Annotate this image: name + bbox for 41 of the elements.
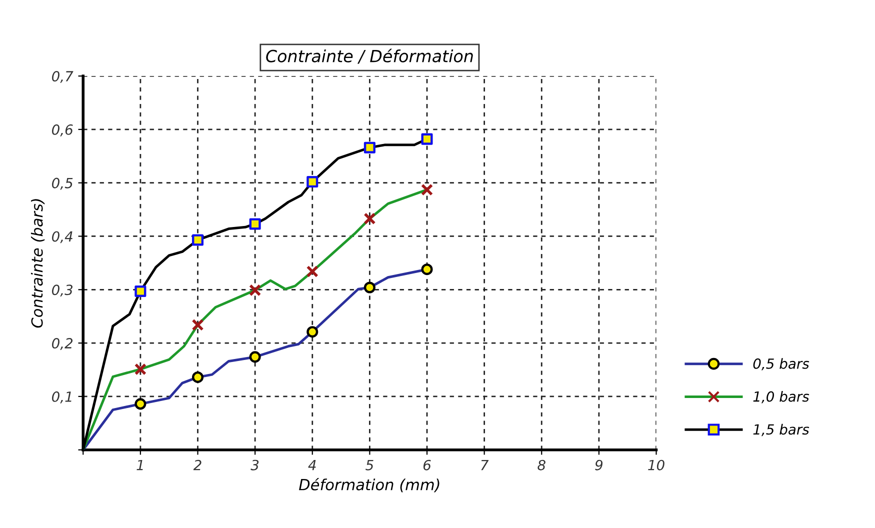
y-tick-label: 0,1 bbox=[52, 391, 72, 404]
point bbox=[306, 326, 318, 338]
x-tick-label: 7 bbox=[481, 460, 489, 470]
point bbox=[364, 142, 376, 154]
point bbox=[306, 176, 318, 188]
y-tick-label: 0,3 bbox=[52, 284, 73, 297]
legend-label: 0,5 bars bbox=[753, 358, 810, 370]
x-tick-label: 6 bbox=[423, 460, 431, 470]
point bbox=[421, 264, 433, 276]
x-axis-title: Déformation (mm) bbox=[298, 478, 440, 492]
point bbox=[192, 234, 204, 246]
y-tick-label: 0,4 bbox=[52, 231, 72, 244]
legend-label: 1,0 bars bbox=[753, 391, 810, 404]
chart-title: Contrainte / Déformation bbox=[266, 48, 473, 64]
point bbox=[249, 284, 262, 296]
x-tick-label: 3 bbox=[250, 460, 259, 470]
x-tick-label: 9 bbox=[595, 460, 602, 470]
x-tick-label: 1 bbox=[136, 460, 143, 470]
y-axis-title: Contrainte (bars) bbox=[30, 199, 45, 328]
point bbox=[364, 212, 376, 225]
x-tick-label: 5 bbox=[366, 460, 374, 470]
x-tick-label: 10 bbox=[648, 460, 664, 470]
y-tick-label: 0,6 bbox=[52, 124, 73, 136]
x-tick-label: 4 bbox=[308, 460, 316, 470]
point bbox=[249, 218, 261, 230]
point bbox=[192, 371, 204, 383]
point bbox=[364, 282, 376, 294]
point bbox=[249, 351, 261, 363]
point bbox=[420, 184, 434, 196]
y-tick-label: 0,7 bbox=[52, 71, 74, 83]
x-tick-label: 8 bbox=[538, 460, 546, 470]
y-tick-label: 0,2 bbox=[52, 338, 73, 350]
point bbox=[192, 318, 204, 331]
y-tick-label: 0,5 bbox=[52, 178, 73, 190]
point bbox=[421, 133, 433, 145]
point bbox=[134, 398, 146, 410]
x-tick-label: 2 bbox=[193, 460, 202, 470]
point bbox=[134, 363, 146, 376]
point bbox=[306, 265, 318, 278]
legend-label: 1,5 bars bbox=[753, 424, 810, 436]
point bbox=[134, 285, 146, 298]
